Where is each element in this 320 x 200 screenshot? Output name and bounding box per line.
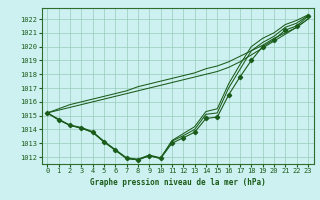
X-axis label: Graphe pression niveau de la mer (hPa): Graphe pression niveau de la mer (hPa) [90,178,266,187]
